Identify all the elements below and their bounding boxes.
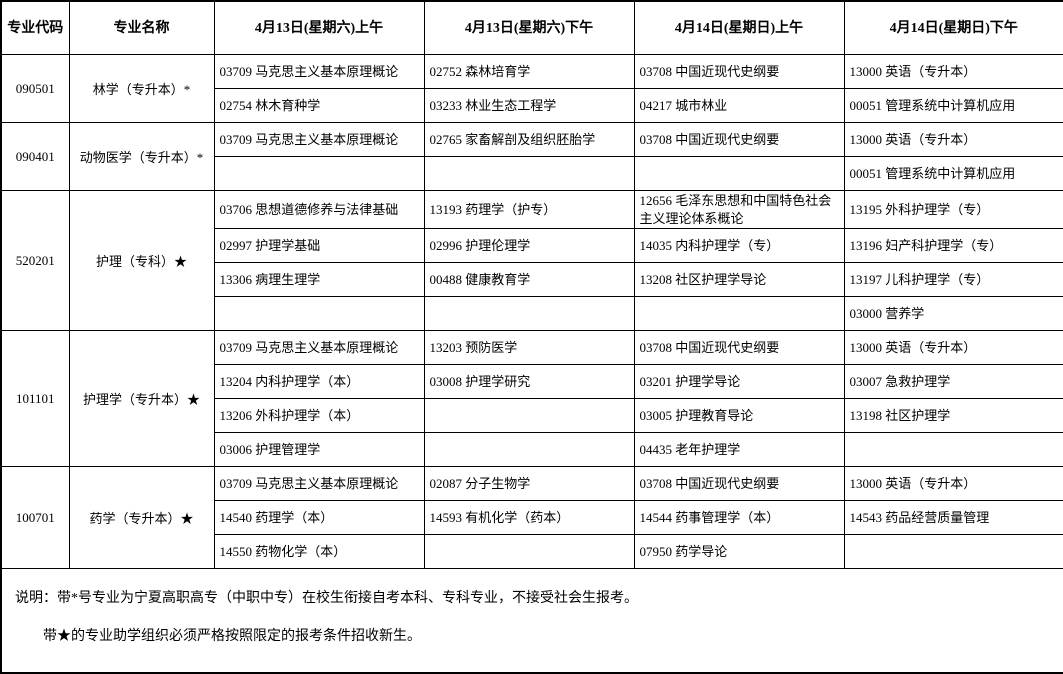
course-cell: 03008 护理学研究 <box>423 364 635 400</box>
course-cell <box>423 398 635 434</box>
header-cell-0: 专业代码 <box>0 0 70 55</box>
major-name-cell: 护理学（专升本）★ <box>68 330 215 468</box>
course-cell <box>633 156 845 191</box>
course-cell <box>213 156 425 191</box>
table-row: 13204 内科护理学（本） 03008 护理学研究 03201 护理学导论 0300… <box>1 364 1063 400</box>
course-cell: 14593 有机化学（药本） <box>423 500 635 536</box>
course-cell: 13206 外科护理学（本） <box>213 398 425 434</box>
note-row: 说明：带*号专业为宁夏高职高专（中职中专）在校生衔接自考本科、专科专业，不接受社… <box>0 568 1063 674</box>
course-cell: 13000 英语（专升本） <box>843 466 1063 502</box>
course-cell: 03709 马克思主义基本原理概论 <box>213 122 425 157</box>
course-cell: 03233 林业生态工程学 <box>423 88 635 123</box>
major-code-cell: 100701 <box>0 466 70 570</box>
note-cell: 说明：带*号专业为宁夏高职高专（中职中专）在校生衔接自考本科、专科专业，不接受社… <box>0 568 1063 674</box>
course-cell: 03000 营养学 <box>843 296 1063 332</box>
course-cell <box>423 296 635 332</box>
table-row: 14550 药物化学（本） 07950 药学导论 <box>1 534 1063 570</box>
course-cell: 02087 分子生物学 <box>423 466 635 502</box>
header-cell-4: 4月14日(星期日)上午 <box>633 0 845 55</box>
course-cell <box>843 432 1063 468</box>
course-cell <box>423 534 635 570</box>
table-header: 专业代码 专业名称 4月13日(星期六)上午 4月13日(星期六)下午 4月14日(星期… <box>0 0 1063 55</box>
course-cell <box>423 432 635 468</box>
course-cell: 03006 护理管理学 <box>213 432 425 468</box>
course-cell: 02997 护理学基础 <box>213 228 425 264</box>
table-row: 02997 护理学基础 02996 护理伦理学 14035 内科护理学（专） 1319… <box>1 228 1063 264</box>
course-cell: 00051 管理系统中计算机应用 <box>843 156 1063 191</box>
course-cell: 13203 预防医学 <box>423 330 635 366</box>
course-cell: 02754 林木育种学 <box>213 88 425 123</box>
course-cell: 13000 英语（专升本） <box>843 122 1063 157</box>
table-row: 13306 病理生理学 00488 健康教育学 13208 社区护理学导论 13197… <box>1 262 1063 298</box>
course-cell: 14035 内科护理学（专） <box>633 228 845 264</box>
major-code-cell: 520201 <box>0 189 70 332</box>
table-notes: 说明：带*号专业为宁夏高职高专（中职中专）在校生衔接自考本科、专科专业，不接受社… <box>0 568 1063 674</box>
header-cell-1: 专业名称 <box>68 0 215 55</box>
course-cell: 03709 马克思主义基本原理概论 <box>213 330 425 366</box>
course-cell: 03007 急救护理学 <box>843 364 1063 400</box>
table-body: 090501 林学（专升本）* 03709 马克思主义基本原理概论 02752 森林培… <box>0 54 1063 570</box>
major-name-cell: 护理（专科）★ <box>68 189 215 332</box>
table-row: 090401 动物医学（专升本）* 03709 马克思主义基本原理概论 02765 家… <box>0 122 1063 191</box>
table-row: 101101 护理学（专升本）★ 03709 马克思主义基本原理概论 13203 预防… <box>0 330 1063 468</box>
course-cell: 04435 老年护理学 <box>633 432 845 468</box>
major-code-cell: 101101 <box>0 330 70 468</box>
course-cell: 14543 药品经营质量管理 <box>843 500 1063 536</box>
course-cell: 00488 健康教育学 <box>423 262 635 298</box>
major-name-cell: 林学（专升本）* <box>68 54 215 123</box>
course-cell <box>633 296 845 332</box>
course-cell: 07950 药学导论 <box>633 534 845 570</box>
major-code-cell: 090501 <box>0 54 70 123</box>
major-name-cell: 动物医学（专升本）* <box>68 122 215 191</box>
course-cell: 02752 森林培育学 <box>423 54 635 89</box>
course-cell: 13000 英语（专升本） <box>843 54 1063 89</box>
course-cell <box>423 156 635 191</box>
course-cell: 03708 中国近现代史纲要 <box>633 466 845 502</box>
course-cell: 13306 病理生理学 <box>213 262 425 298</box>
course-cell: 03708 中国近现代史纲要 <box>633 122 845 157</box>
course-cell: 13195 外科护理学（专） <box>843 189 1063 230</box>
course-cell: 13196 妇产科护理学（专） <box>843 228 1063 264</box>
note-line-2: 带★的专业助学组织必须严格按照限定的报考条件招收新生。 <box>43 628 421 644</box>
table-row: 14540 药理学（本） 14593 有机化学（药本） 14544 药事管理学（本）… <box>1 500 1063 536</box>
course-cell: 03709 马克思主义基本原理概论 <box>213 466 425 502</box>
course-cell: 14540 药理学（本） <box>213 500 425 536</box>
course-cell: 13198 社区护理学 <box>843 398 1063 434</box>
major-name-cell: 药学（专升本）★ <box>68 466 215 570</box>
table-row: 100701 药学（专升本）★ 03709 马克思主义基本原理概论 02087 分子生… <box>0 466 1063 570</box>
course-cell: 14544 药事管理学（本） <box>633 500 845 536</box>
table-row: 090501 林学（专升本）* 03709 马克思主义基本原理概论 02752 森林培… <box>0 54 1063 123</box>
table-row: 13206 外科护理学（本） 03005 护理教育导论 13198 社区护理学 <box>1 398 1063 434</box>
course-cell <box>843 534 1063 570</box>
header-cell-5: 4月14日(星期日)下午 <box>843 0 1063 55</box>
header-cell-2: 4月13日(星期六)上午 <box>213 0 425 55</box>
course-cell <box>213 296 425 332</box>
course-cell: 03708 中国近现代史纲要 <box>633 330 845 366</box>
course-cell: 13193 药理学（护专） <box>423 189 635 230</box>
course-cell: 14550 药物化学（本） <box>213 534 425 570</box>
header-cell-3: 4月13日(星期六)下午 <box>423 0 635 55</box>
table-row: 520201 护理（专科）★ 03706 思想道德修养与法律基础 13193 药理学（… <box>0 189 1063 332</box>
course-cell: 13197 儿科护理学（专） <box>843 262 1063 298</box>
note-line-1: 说明：带*号专业为宁夏高职高专（中职中专）在校生衔接自考本科、专科专业，不接受社… <box>15 591 638 607</box>
course-cell: 13000 英语（专升本） <box>843 330 1063 366</box>
course-cell: 13204 内科护理学（本） <box>213 364 425 400</box>
table-row: 02754 林木育种学 03233 林业生态工程学 04217 城市林业 00051 … <box>1 88 1063 123</box>
course-cell: 03708 中国近现代史纲要 <box>633 54 845 89</box>
header-row: 专业代码 专业名称 4月13日(星期六)上午 4月13日(星期六)下午 4月14日(星期… <box>0 0 1063 55</box>
course-cell: 03005 护理教育导论 <box>633 398 845 434</box>
course-cell: 02765 家畜解剖及组织胚胎学 <box>423 122 635 157</box>
course-cell: 04217 城市林业 <box>633 88 845 123</box>
course-cell: 03201 护理学导论 <box>633 364 845 400</box>
course-cell: 03709 马克思主义基本原理概论 <box>213 54 425 89</box>
course-cell: 12656 毛泽东思想和中国特色社会主义理论体系概论 <box>633 189 845 230</box>
course-cell: 13208 社区护理学导论 <box>633 262 845 298</box>
course-cell: 02996 护理伦理学 <box>423 228 635 264</box>
course-cell: 03706 思想道德修养与法律基础 <box>213 189 425 230</box>
major-code-cell: 090401 <box>0 122 70 191</box>
course-cell: 00051 管理系统中计算机应用 <box>843 88 1063 123</box>
